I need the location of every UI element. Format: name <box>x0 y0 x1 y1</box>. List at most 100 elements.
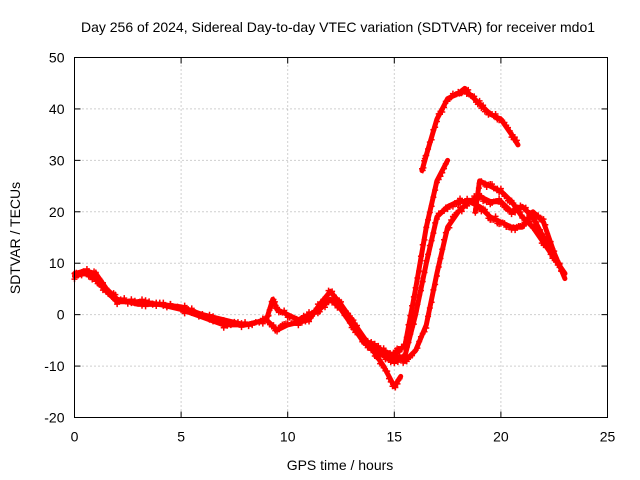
data-point <box>437 173 444 180</box>
data-point <box>417 253 424 260</box>
data-point <box>501 220 508 227</box>
y-tick-label: 10 <box>49 255 65 271</box>
data-point <box>428 203 435 210</box>
data-point <box>528 221 535 228</box>
x-tick-label: 15 <box>387 429 403 445</box>
data-point <box>435 263 442 270</box>
data-point <box>432 219 439 226</box>
data-point <box>410 293 417 300</box>
data-point <box>181 302 188 309</box>
y-tick-label: -20 <box>44 410 64 426</box>
data-point <box>416 291 423 298</box>
data-point <box>489 181 496 188</box>
data-point <box>517 209 524 216</box>
data-point <box>497 116 504 123</box>
data-point <box>421 236 428 243</box>
data-point <box>178 306 185 313</box>
data-point <box>91 272 98 279</box>
data-point <box>112 297 119 304</box>
y-tick-label: 20 <box>49 204 65 220</box>
data-point <box>441 208 448 215</box>
data-point <box>426 209 433 216</box>
data-point <box>425 145 432 152</box>
data-point <box>306 318 313 325</box>
data-point <box>481 180 488 187</box>
data-point <box>306 309 313 316</box>
series-group <box>71 85 568 391</box>
grid <box>74 57 608 418</box>
data-point <box>416 268 423 275</box>
data-point <box>384 368 391 375</box>
data-point <box>483 108 490 115</box>
data-point <box>531 224 538 231</box>
series-line <box>419 85 521 174</box>
data-point <box>213 316 220 323</box>
data-point <box>497 185 504 192</box>
data-point <box>419 278 426 285</box>
data-point <box>442 160 449 167</box>
data-point <box>551 253 558 260</box>
data-point <box>499 189 506 196</box>
data-point <box>476 97 483 104</box>
data-point <box>428 237 435 244</box>
data-point <box>475 190 482 197</box>
data-point <box>167 300 174 307</box>
y-axis-label: SDTVAR / TECUs <box>7 182 23 294</box>
data-point <box>545 244 552 251</box>
data-point <box>423 152 430 159</box>
data-point <box>391 351 398 358</box>
data-point <box>160 299 167 306</box>
data-point <box>392 384 399 391</box>
data-point <box>220 324 227 331</box>
data-point <box>430 286 437 293</box>
series-line <box>72 271 408 364</box>
data-point <box>430 194 437 201</box>
data-point <box>210 318 217 325</box>
data-point <box>380 364 387 371</box>
data-point <box>420 164 427 171</box>
data-point <box>524 207 531 214</box>
data-point <box>506 127 513 134</box>
data-point <box>407 312 414 319</box>
data-point <box>396 375 403 382</box>
data-point <box>432 281 439 288</box>
data-point <box>417 333 424 340</box>
data-point <box>181 310 188 317</box>
series-track-2 <box>71 268 408 367</box>
data-point <box>428 299 435 306</box>
data-point <box>385 375 392 382</box>
data-point <box>345 314 352 321</box>
data-point <box>441 236 448 243</box>
data-point <box>547 238 554 245</box>
data-point <box>256 319 263 326</box>
series-track-7 <box>419 85 521 174</box>
data-point <box>124 298 131 305</box>
data-point <box>217 319 224 326</box>
data-point <box>414 345 421 352</box>
data-point <box>430 230 437 237</box>
data-point <box>316 308 323 315</box>
data-point <box>425 251 432 258</box>
y-tick-label: 50 <box>49 50 65 66</box>
data-point <box>503 193 510 200</box>
data-point <box>378 361 385 368</box>
data-point <box>114 301 121 308</box>
data-point <box>298 317 305 324</box>
data-point <box>433 273 440 280</box>
data-point <box>380 345 387 352</box>
data-point <box>433 118 440 125</box>
data-point <box>121 297 128 304</box>
x-tick-label: 0 <box>71 429 79 445</box>
data-point <box>371 340 378 347</box>
data-point <box>423 325 430 332</box>
data-point <box>409 302 416 309</box>
data-point <box>433 215 440 222</box>
data-point <box>425 216 432 223</box>
data-point <box>220 317 227 324</box>
data-point <box>499 201 506 208</box>
y-tick-label: 40 <box>49 101 65 117</box>
data-point <box>540 216 547 223</box>
data-point <box>419 241 426 248</box>
data-point <box>458 208 465 215</box>
data-point <box>441 104 448 111</box>
